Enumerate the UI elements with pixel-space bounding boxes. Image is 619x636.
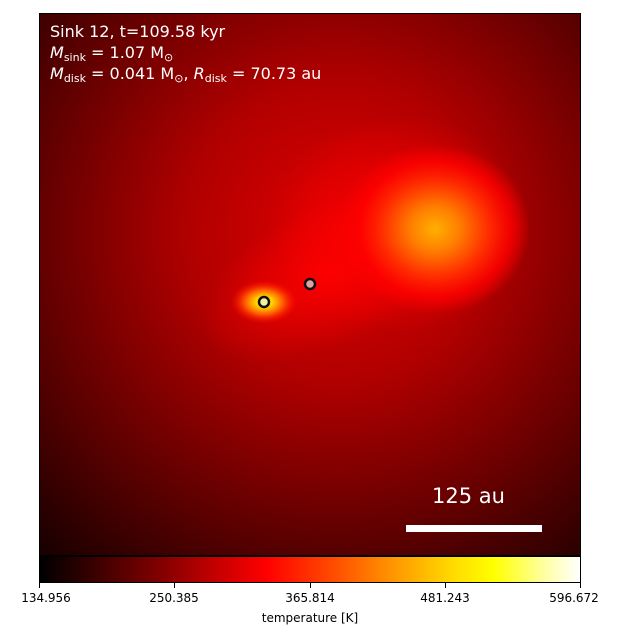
disk-radius-value: = 70.73 au xyxy=(226,64,322,83)
sink-mass-subscript: sink xyxy=(63,51,86,64)
sink-marker-secondary xyxy=(303,277,317,291)
colorbar-tick-label: 365.814 xyxy=(285,591,335,605)
colorbar-tick xyxy=(580,583,581,588)
colorbar-label: temperature [K] xyxy=(261,611,359,625)
colorbar xyxy=(39,556,581,583)
scale-bar-label: 125 au xyxy=(432,484,505,508)
disk-mass-subscript: disk xyxy=(63,72,86,85)
disk-mass-symbol: M xyxy=(50,64,64,83)
colorbar-tick xyxy=(39,583,40,588)
disk-radius-symbol: R xyxy=(193,64,205,83)
colorbar-tick xyxy=(174,583,175,588)
disk-mass-value: = 0.041 M xyxy=(85,64,175,83)
colorbar-tick xyxy=(445,583,446,588)
separator: , xyxy=(183,64,194,83)
disk-properties: Mdisk = 0.041 M⊙, Rdisk = 70.73 au xyxy=(50,64,321,89)
solar-subscript: ⊙ xyxy=(164,51,174,64)
temperature-field xyxy=(40,14,580,555)
sink-title: Sink 12, t=109.58 kyr xyxy=(50,22,226,41)
disk-radius-subscript: disk xyxy=(204,72,227,85)
solar-subscript: ⊙ xyxy=(174,72,184,85)
colorbar-tick-label: 596.672 xyxy=(549,591,599,605)
scale-bar xyxy=(406,525,542,532)
colorbar-tick-label: 134.956 xyxy=(21,591,71,605)
sink-marker-primary xyxy=(257,295,271,309)
colorbar-tick-label: 250.385 xyxy=(149,591,199,605)
sink-mass-value: = 1.07 M xyxy=(85,43,165,62)
sink-mass: Msink = 1.07 M⊙ xyxy=(50,43,173,68)
colorbar-tick-label: 481.243 xyxy=(420,591,470,605)
temperature-map: Sink 12, t=109.58 kyr Msink = 1.07 M⊙ Md… xyxy=(39,13,581,556)
colorbar-tick xyxy=(310,583,311,588)
sink-mass-symbol: M xyxy=(50,43,64,62)
